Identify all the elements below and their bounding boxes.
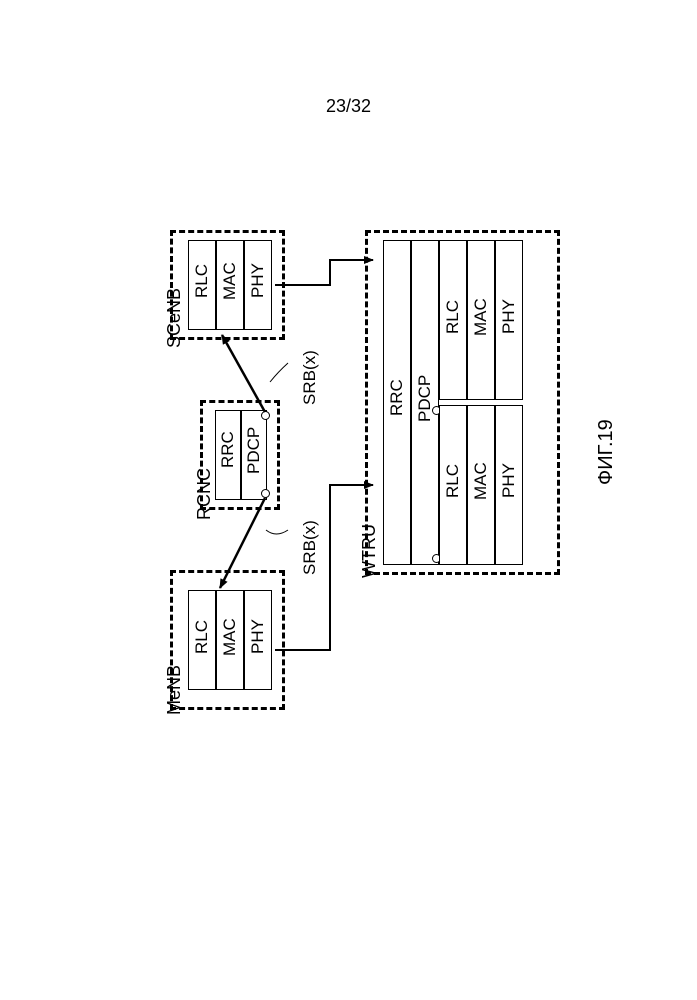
srb-curve-right bbox=[270, 363, 288, 382]
menb-mac-text: MAC bbox=[220, 628, 240, 656]
rcnc-port-top bbox=[261, 489, 270, 498]
wtru-phy-top-text: PHY bbox=[499, 310, 519, 334]
wtru-mac-bot-text: MAC bbox=[471, 472, 491, 500]
wtru-rlc-bot-text: RLC bbox=[443, 474, 463, 498]
scenb-title: SCeNB bbox=[164, 288, 185, 348]
rcnc-port-bottom bbox=[261, 411, 270, 420]
wtru-title: WTRU bbox=[359, 524, 380, 578]
rcnc-pdcp-text: PDCP bbox=[244, 438, 264, 474]
srb-left-label: SRB(x) bbox=[300, 520, 320, 575]
diagram-canvas: RCNC RRC PDCP SCeNB RLC MAC PHY MeNB RLC… bbox=[120, 230, 560, 790]
srb-right-label: SRB(x) bbox=[300, 350, 320, 405]
scenb-mac-text: MAC bbox=[220, 272, 240, 300]
wtru-rlc-top-text: RLC bbox=[443, 310, 463, 334]
menb-rlc-text: RLC bbox=[192, 630, 212, 654]
wtru-pdcp-text: PDCP bbox=[415, 386, 435, 422]
srb-curve-left bbox=[266, 530, 288, 534]
menb-phy-text: PHY bbox=[248, 630, 268, 654]
arrow-scenb-wtru bbox=[275, 260, 373, 285]
rcnc-rrc-text: RRC bbox=[218, 444, 238, 468]
wtru-phy-bot-text: PHY bbox=[499, 474, 519, 498]
figure-label: ФИГ.19 bbox=[595, 419, 618, 485]
page-number: 23/32 bbox=[0, 96, 697, 117]
rcnc-title: RCNC bbox=[194, 468, 215, 520]
scenb-phy-text: PHY bbox=[248, 274, 268, 298]
menb-title: MeNB bbox=[164, 665, 185, 715]
wtru-mac-top-text: MAC bbox=[471, 308, 491, 336]
scenb-rlc-text: RLC bbox=[192, 274, 212, 298]
wtru-rrc-text: RRC bbox=[387, 392, 407, 416]
